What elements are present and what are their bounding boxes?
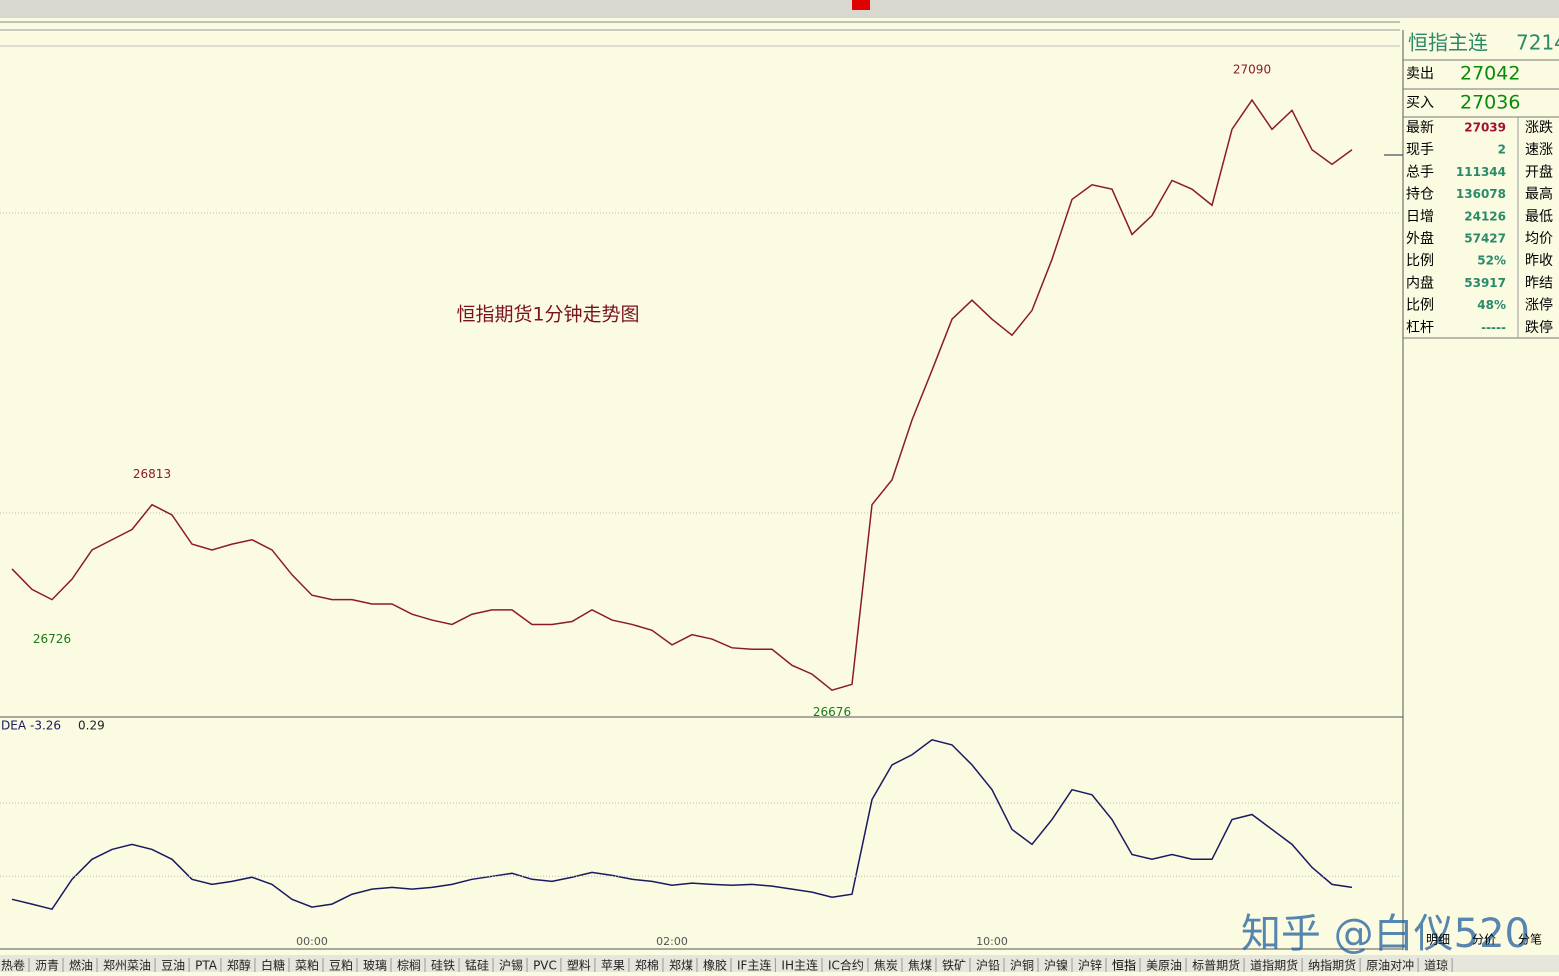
instrument-tab[interactable]: 沪锡 [499,958,523,973]
quote-label: 比例 [1406,253,1434,269]
instrument-tab[interactable]: 硅铁 [431,959,455,973]
instrument-tab[interactable]: 豆粕 [329,958,353,973]
price-annotation: 26676 [813,705,851,719]
quote-label: 持仓 [1406,187,1434,203]
quote-value: 136078 [1456,187,1506,201]
panel-tab[interactable]: 明细 [1426,933,1450,947]
instrument-tab[interactable]: 原油对冲 [1366,958,1414,973]
instrument-tab[interactable]: IC合约 [828,958,864,973]
toolbar-icon [852,0,870,10]
quote-value: 52% [1477,254,1506,268]
quote-value: 57427 [1464,232,1506,246]
price-annotation: 26813 [133,467,171,481]
instrument-tab[interactable]: 锰硅 [465,958,489,973]
quote-field: 跌停 [1525,319,1553,336]
instrument-tab[interactable]: PVC [533,959,557,973]
price-annotation: 26726 [33,632,71,646]
quote-value: 53917 [1464,276,1506,290]
quote-value: ----- [1481,320,1506,334]
instrument-tab[interactable]: 沪铜 [1010,958,1034,973]
indicator-value: 0.29 [78,719,105,733]
instrument-tab[interactable]: 沪锌 [1078,959,1102,973]
quote-field: 最高 [1525,186,1553,203]
instrument-tab[interactable]: 燃油 [69,958,93,973]
x-tick-label: 02:00 [656,935,688,948]
instrument-tab[interactable]: PTA [195,959,218,973]
instrument-tab[interactable]: 塑料 [567,958,591,973]
quote-field: 昨结 [1525,275,1553,291]
quote-value: 111344 [1456,165,1506,179]
instrument-tab[interactable]: 玻璃 [363,959,387,973]
panel-tab[interactable]: 分笔 [1518,932,1542,947]
instrument-tab[interactable]: 铁矿 [942,959,966,973]
instrument-bar [0,955,1559,972]
x-tick-label: 00:00 [296,935,328,948]
quote-label: 杠杆 [1406,320,1434,336]
instrument-tab[interactable]: IF主连 [737,958,771,973]
instrument-tab[interactable]: 美原油 [1146,959,1182,973]
quote-field: 均价 [1525,231,1553,247]
quote-label: 最新 [1406,120,1434,136]
toolbar [0,0,1559,18]
bid-label: 买入 [1406,95,1434,111]
quote-field: 昨收 [1525,253,1553,269]
indicator-label: DEA [1,719,27,733]
quote-label: 总手 [1406,164,1434,180]
quote-value: 48% [1477,298,1506,312]
instrument-tab[interactable]: 豆油 [161,959,185,973]
instrument-tab[interactable]: 道指期货 [1250,958,1298,973]
quote-value: 2 [1498,143,1506,157]
quote-label: 日增 [1406,209,1434,225]
quote-field: 开盘 [1525,163,1553,180]
instrument-tab[interactable]: 恒指 [1112,958,1136,973]
panel-code: 7214 [1516,31,1559,55]
panel-title: 恒指主连 [1408,31,1488,55]
instrument-tab[interactable]: 标普期货 [1192,958,1240,973]
quote-value: 27039 [1464,121,1506,135]
panel-tab[interactable]: 分价 [1472,933,1496,947]
quote-label: 现手 [1406,142,1434,158]
x-tick-label: 10:00 [976,935,1008,948]
instrument-tab[interactable]: 道琼 [1424,958,1448,973]
instrument-tab[interactable]: 郑州菜油 [103,958,151,973]
indicator-value: -3.26 [30,719,61,733]
price-annotation: 27090 [1233,62,1271,76]
instrument-tab[interactable]: 纳指期货 [1308,958,1356,973]
quote-field: 涨停 [1525,297,1553,314]
chart-title: 恒指期货1分钟走势图 [456,304,639,326]
instrument-tab[interactable]: 焦煤 [908,959,932,973]
instrument-tab[interactable]: 苹果 [601,959,625,973]
bid-value: 27036 [1460,92,1520,114]
instrument-tab[interactable]: IH主连 [781,958,818,973]
instrument-tab[interactable]: 棕榈 [397,958,421,973]
quote-field: 最低 [1525,209,1553,225]
instrument-tab[interactable]: 热卷 [1,958,25,973]
quote-field: 涨跌 [1525,120,1553,136]
series-line [11,98,1353,692]
ask-label: 卖出 [1406,66,1434,82]
quote-field: 速涨 [1525,142,1553,158]
quote-value: 24126 [1464,209,1506,223]
instrument-tab[interactable]: 橡胶 [703,958,727,973]
instrument-tab[interactable]: 郑棉 [635,958,659,973]
ask-value: 27042 [1460,63,1520,85]
quote-label: 外盘 [1406,230,1434,247]
quote-label: 内盘 [1406,274,1434,291]
instrument-tab[interactable]: 沪镍 [1044,959,1068,973]
quote-label: 比例 [1406,298,1434,314]
instrument-tab[interactable]: 焦炭 [874,959,898,973]
instrument-tab[interactable]: 沥青 [35,959,59,973]
instrument-tab[interactable]: 白糖 [261,958,285,973]
series-line [11,738,1353,911]
instrument-tab[interactable]: 郑醇 [227,958,251,973]
watermark: 知乎 @白仪520 [1241,911,1530,957]
instrument-tab[interactable]: 菜粕 [295,958,319,973]
instrument-tab[interactable]: 郑煤 [669,958,693,973]
instrument-tab[interactable]: 沪铅 [976,959,1000,973]
